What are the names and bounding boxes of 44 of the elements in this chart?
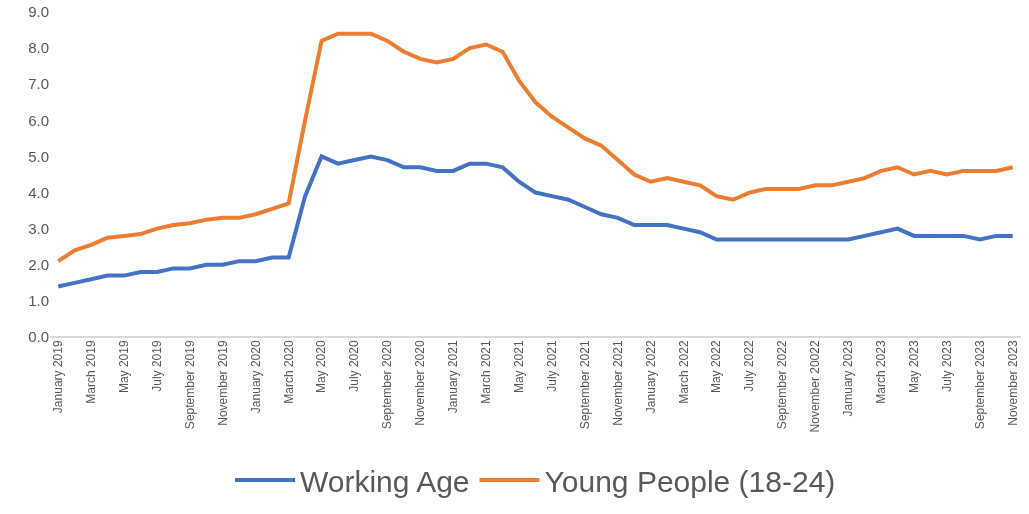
x-tick-label: November 20022	[808, 340, 823, 433]
x-tick-label: January 2019	[51, 340, 66, 414]
x-tick-label: May 2021	[511, 340, 526, 394]
x-tick-label: Jamuary 2023	[841, 340, 856, 417]
x-tick-label: September 2021	[577, 340, 592, 430]
x-tick-label: March 2023	[874, 340, 889, 404]
y-tick-label: 3.0	[28, 219, 49, 237]
x-tick-label: May 2023	[906, 340, 921, 394]
x-tick-label: January 2021	[446, 340, 461, 414]
x-tick-label: May 2022	[709, 340, 724, 394]
x-tick-label: May 2020	[314, 340, 329, 394]
line-series	[56, 154, 1015, 289]
y-tick-label: 9.0	[28, 3, 49, 21]
x-tick-label: January 2022	[643, 340, 658, 414]
y-tick-label: 5.0	[28, 147, 49, 165]
y-tick-label: 6.0	[28, 111, 49, 129]
legend-label: Working Age	[300, 464, 470, 498]
x-tick-label: November 2020	[413, 340, 428, 426]
x-tick-label: July 2023	[939, 340, 954, 392]
x-tick-label: September 2022	[775, 340, 790, 430]
y-tick-label: 4.0	[28, 183, 49, 201]
x-tick-label: September 2023	[972, 340, 987, 430]
y-tick-label: 7.0	[28, 75, 49, 93]
x-tick-label: January 2020	[248, 340, 263, 414]
y-tick-label: 1.0	[28, 292, 49, 310]
y-tick-label: 2.0	[28, 256, 49, 274]
legend-label: Young People (18-24)	[544, 464, 836, 498]
y-tick-label: 0.0	[28, 328, 49, 346]
x-tick-label: November 2021	[610, 340, 625, 426]
x-tick-label: July 2019	[149, 340, 164, 392]
line-series	[56, 31, 1015, 264]
x-tick-label: November 2023	[1005, 340, 1020, 426]
x-tick-label: November 2019	[215, 340, 230, 426]
x-tick-label: July 2022	[742, 340, 757, 392]
x-tick-label: July 2020	[347, 340, 362, 392]
x-tick-label: March 2022	[676, 340, 691, 404]
x-tick-label: March 2020	[281, 340, 296, 404]
x-tick-label: March 2019	[84, 340, 99, 404]
x-tick-label: September 2019	[182, 340, 197, 430]
x-tick-label: March 2021	[479, 340, 494, 404]
x-tick-label: September 2020	[380, 340, 395, 430]
x-tick-label: May 2019	[116, 340, 131, 394]
y-tick-label: 8.0	[28, 39, 49, 57]
x-tick-label: July 2021	[544, 340, 559, 392]
